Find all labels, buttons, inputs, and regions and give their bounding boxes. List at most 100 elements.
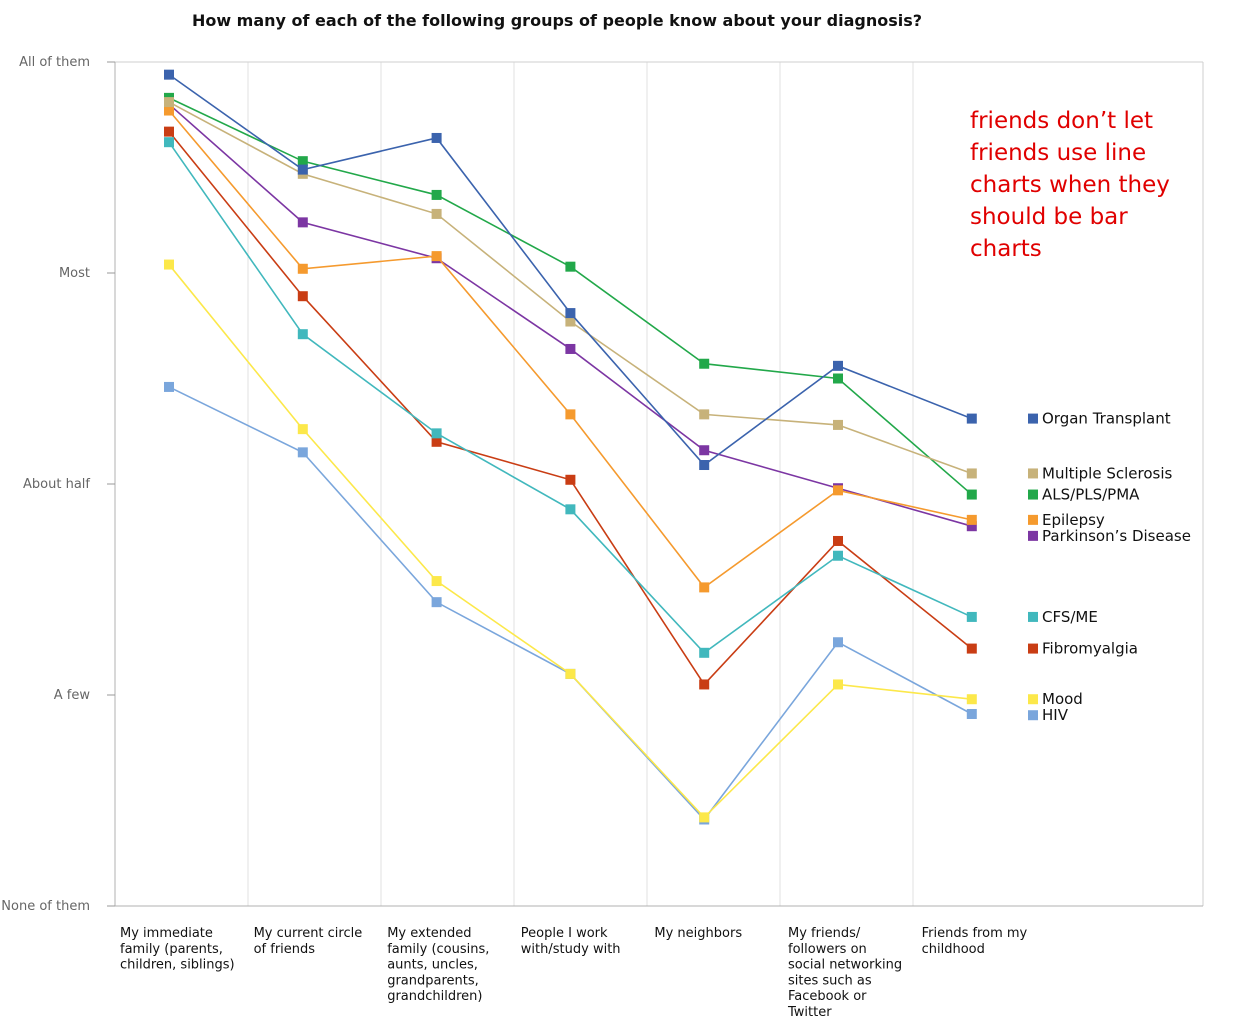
legend-swatch — [1028, 468, 1038, 479]
data-point — [297, 156, 308, 167]
data-point — [966, 489, 977, 500]
data-point — [966, 514, 977, 525]
x-tick-label: People I work with/study with — [521, 926, 621, 957]
data-point — [966, 611, 977, 622]
data-point — [833, 419, 843, 430]
data-point — [431, 208, 442, 219]
data-point — [297, 164, 308, 175]
data-point — [699, 358, 710, 369]
data-point — [699, 582, 710, 593]
data-point — [966, 521, 977, 532]
data-point — [164, 105, 174, 116]
legend-swatch — [1028, 694, 1038, 705]
series-group — [164, 69, 977, 825]
data-point — [297, 291, 308, 302]
data-point — [565, 668, 576, 679]
series-cfs-me — [164, 137, 977, 658]
legend-label: Parkinson’s Disease — [1042, 527, 1191, 545]
series-line — [168, 386, 973, 821]
data-point — [833, 637, 843, 648]
x-tick-label: Friends from my childhood — [922, 926, 1028, 957]
y-tick-label: All of them — [19, 55, 90, 70]
data-point — [297, 329, 308, 340]
data-point — [833, 485, 843, 496]
x-tick-label-line: My immediate — [120, 926, 213, 941]
x-tick-label-line: social networking — [788, 958, 902, 973]
series-line — [168, 97, 973, 496]
legend-item: Mood — [1028, 690, 1083, 708]
x-tick-label-line: My extended — [387, 926, 471, 941]
data-point — [431, 576, 442, 587]
x-tick-label-line: People I work — [521, 926, 608, 941]
data-point — [164, 69, 174, 80]
annotation-line: friends don’t let — [970, 108, 1153, 134]
x-tick-label-line: aunts, uncles, — [387, 958, 478, 973]
x-tick-label-line: My neighbors — [654, 926, 742, 941]
data-point — [966, 708, 977, 719]
data-point — [565, 343, 576, 354]
legend-swatch — [1028, 530, 1038, 541]
data-point — [431, 597, 442, 608]
legend-label: Mood — [1042, 690, 1083, 708]
y-axis-ticks: None of them A few About half Most All of th… — [1, 55, 115, 914]
legend-item: HIV — [1028, 706, 1069, 724]
data-point — [565, 316, 576, 327]
series-line — [168, 141, 973, 654]
x-tick-label-line: Friends from my — [922, 926, 1028, 941]
grid — [247, 62, 914, 906]
x-tick-label-line: childhood — [922, 942, 985, 957]
data-point — [431, 132, 442, 143]
data-point — [565, 261, 576, 272]
data-point — [966, 643, 977, 654]
series-fibromyalgia — [164, 126, 977, 690]
data-point — [297, 424, 308, 435]
x-tick-label-line: My current circle — [254, 926, 363, 941]
legend-swatch — [1028, 514, 1038, 525]
data-point — [966, 694, 977, 705]
data-point — [297, 447, 308, 458]
data-point — [565, 504, 576, 515]
x-tick-label: My friends/followers on social networking… — [787, 926, 902, 1020]
series-epilepsy — [164, 105, 977, 593]
annotation-line: should be bar — [970, 204, 1128, 230]
data-point — [431, 189, 442, 200]
legend-item: ALS/PLS/PMA — [1028, 486, 1140, 504]
data-point — [699, 460, 710, 471]
data-point — [297, 263, 308, 274]
x-tick-label-line: My friends/ — [788, 926, 861, 941]
data-point — [297, 217, 308, 228]
series-hiv — [164, 381, 977, 825]
legend-item: Multiple Sclerosis — [1028, 464, 1173, 482]
legend-swatch — [1028, 710, 1038, 721]
data-point — [966, 413, 977, 424]
data-point — [699, 647, 710, 658]
legend-item: CFS/ME — [1028, 608, 1098, 626]
data-point — [966, 468, 977, 479]
data-point — [699, 812, 710, 823]
legend-item: Parkinson’s Disease — [1028, 527, 1191, 545]
legend-item: Fibromyalgia — [1028, 640, 1138, 658]
data-point — [833, 550, 843, 561]
x-axis-ticks: My immediate family (parents, children, si… — [120, 926, 1028, 1020]
legend-label: ALS/PLS/PMA — [1042, 486, 1140, 504]
x-tick-label: My immediate family (parents, children, si… — [120, 926, 235, 973]
x-tick-label-line: of friends — [254, 942, 316, 957]
legend-swatch — [1028, 413, 1038, 424]
legend-label: Fibromyalgia — [1042, 640, 1138, 658]
legend-label: HIV — [1042, 706, 1069, 724]
series-multiple-sclerosis — [164, 97, 977, 479]
legend-label: Epilepsy — [1042, 511, 1105, 529]
data-point — [431, 436, 442, 447]
annotation-line: friends use line — [970, 140, 1146, 166]
x-tick-label-line: children, siblings) — [120, 958, 235, 973]
legend: Organ Transplant Multiple Sclerosis ALS/PL… — [1028, 410, 1191, 724]
legend-swatch — [1028, 611, 1038, 622]
x-tick-label-line: with/study with — [521, 942, 621, 957]
y-tick-label: A few — [54, 688, 91, 703]
data-point — [699, 445, 710, 456]
data-point — [565, 409, 576, 420]
x-tick-label-line: grandchildren) — [387, 989, 482, 1004]
legend-label: CFS/ME — [1042, 608, 1098, 626]
x-tick-label: My neighbors — [654, 926, 742, 941]
